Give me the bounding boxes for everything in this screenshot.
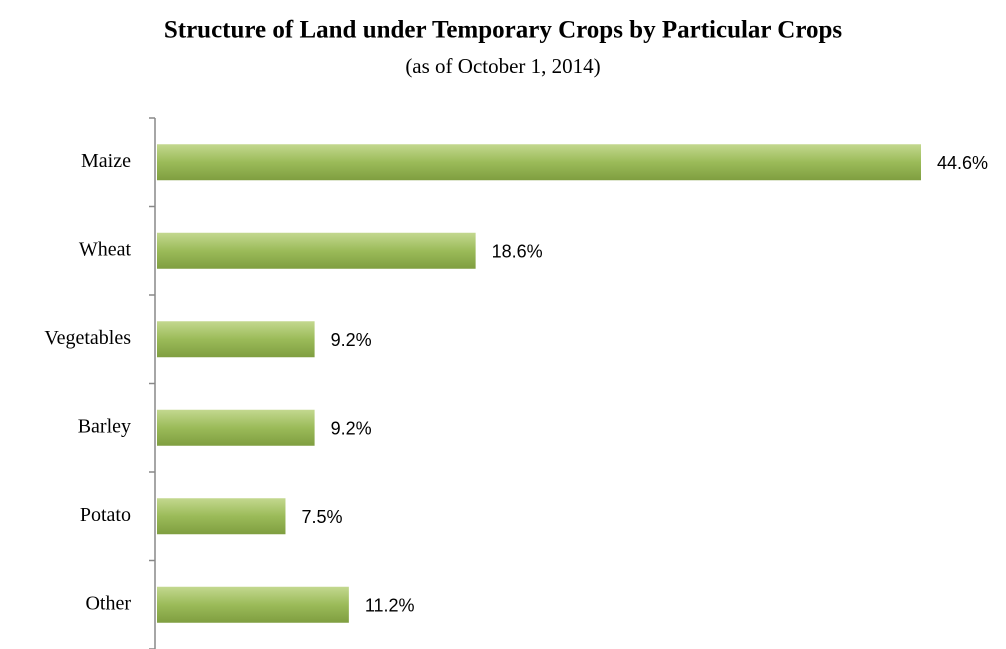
value-label: 18.6%	[492, 242, 543, 262]
bar	[157, 321, 315, 358]
bar	[157, 498, 286, 535]
value-label: 44.6%	[937, 153, 988, 173]
bar	[157, 144, 921, 181]
bar	[157, 232, 476, 269]
value-label: 9.2%	[331, 330, 372, 350]
y-tick-label: Potato	[80, 504, 131, 526]
value-label: 7.5%	[301, 507, 342, 527]
value-label: 9.2%	[331, 419, 372, 439]
bar	[157, 409, 315, 446]
y-tick-label: Maize	[81, 150, 131, 172]
bar	[157, 586, 349, 623]
chart-title: Structure of Land under Temporary Crops …	[164, 17, 843, 44]
chart-subtitle: (as of October 1, 2014)	[405, 54, 600, 78]
y-tick-label: Vegetables	[44, 327, 131, 349]
y-tick-label: Other	[85, 592, 131, 614]
y-tick-label: Barley	[78, 415, 131, 437]
y-tick-label: Wheat	[79, 238, 132, 260]
value-label: 11.2%	[365, 596, 415, 616]
